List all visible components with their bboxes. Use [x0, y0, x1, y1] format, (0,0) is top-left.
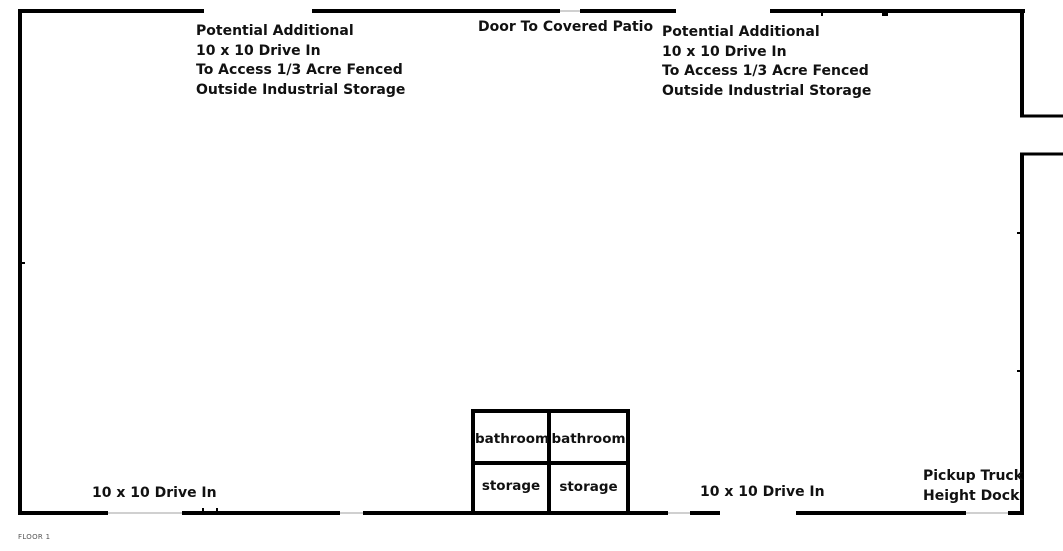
- label-line: To Access 1/3 Acre Fenced: [196, 62, 403, 78]
- label-drive-in-left: 10 x 10 Drive In: [92, 485, 217, 501]
- label-line: 10 x 10 Drive In: [196, 42, 321, 59]
- label-patio-door: Door To Covered Patio: [478, 19, 654, 35]
- label-line: Potential Additional: [196, 23, 354, 39]
- floor-label: FLOOR 1: [18, 533, 51, 541]
- label-line: Outside Industrial Storage: [196, 81, 406, 98]
- label-top-right: Potential Additional 10 x 10 Drive In To…: [662, 23, 871, 101]
- label-top-left: Potential Additional 10 x 10 Drive In To…: [196, 22, 405, 100]
- label-line: Potential Additional: [662, 24, 820, 40]
- wall-marker: [882, 11, 888, 16]
- room-storage-left: storage: [481, 478, 541, 494]
- label-line: 10 x 10 Drive In: [662, 43, 787, 60]
- label-line: Height Dock: [923, 487, 1020, 504]
- room-bathroom-right: bathroom: [551, 431, 626, 447]
- label-line: Outside Industrial Storage: [662, 82, 872, 99]
- room-bathroom-left: bathroom: [475, 431, 550, 447]
- label-line: Pickup Truck: [923, 468, 1024, 484]
- label-dock: Pickup Truck Height Dock: [923, 467, 1023, 506]
- label-line: To Access 1/3 Acre Fenced: [662, 63, 869, 79]
- room-storage-right: storage: [559, 479, 618, 495]
- label-drive-in-right: 10 x 10 Drive In: [700, 484, 825, 500]
